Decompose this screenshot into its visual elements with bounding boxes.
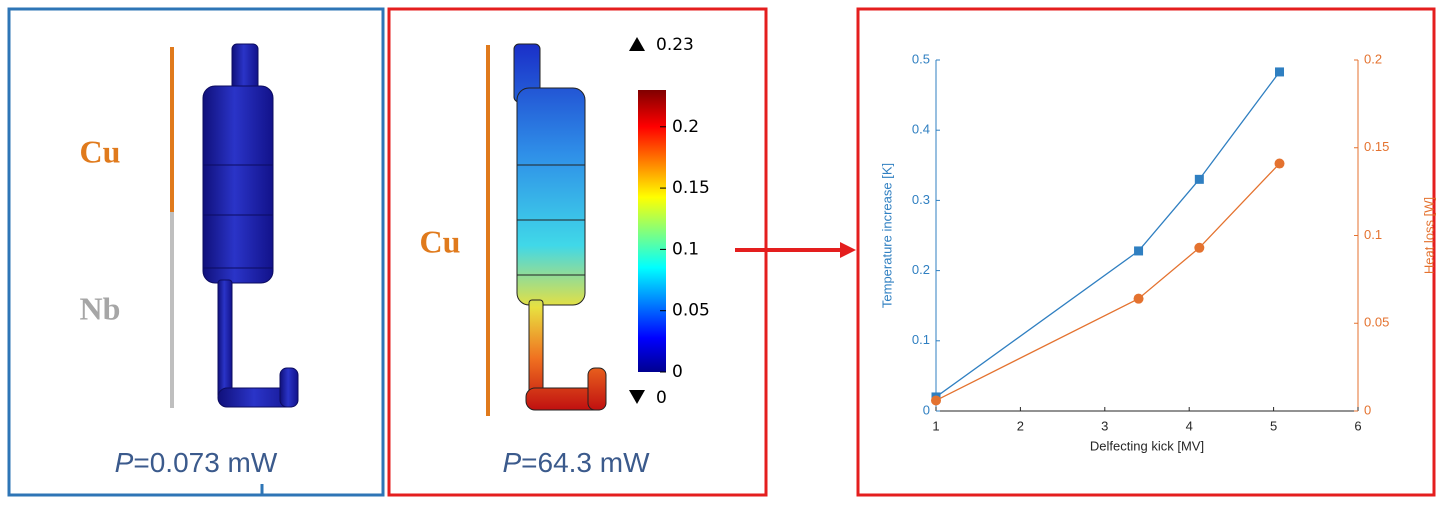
- cavity: [203, 44, 298, 407]
- power-label: P=64.3 mW: [502, 447, 650, 478]
- panel-frame: [858, 9, 1434, 495]
- point: [1275, 159, 1285, 169]
- max-marker: [629, 37, 645, 51]
- series-line: [936, 164, 1280, 401]
- material-label: Cu: [80, 133, 121, 169]
- material-label: Nb: [80, 290, 121, 326]
- arrow-head: [840, 242, 856, 258]
- y2-tick-label: 0.2: [1364, 51, 1382, 66]
- y2-tick-label: 0.1: [1364, 227, 1382, 242]
- series-line: [936, 72, 1280, 397]
- y2-axis-title: Heat loss [W]: [1421, 197, 1436, 274]
- point: [1275, 67, 1284, 76]
- x-tick-label: 3: [1101, 418, 1108, 433]
- point: [1134, 246, 1143, 255]
- panel-frame: [9, 9, 383, 495]
- y-tick-label: 0.5: [912, 51, 930, 66]
- y-tick-label: 0.1: [912, 332, 930, 347]
- colorbar-tick-label: 0: [672, 362, 683, 382]
- cavity: [514, 44, 606, 410]
- y2-tick-label: 0.15: [1364, 139, 1389, 154]
- y-tick-label: 0.2: [912, 262, 930, 277]
- y2-tick-label: 0.05: [1364, 315, 1389, 330]
- y-axis-title: Temperature increase [K]: [879, 163, 894, 308]
- y-tick-label: 0: [923, 402, 930, 417]
- figure: Cu Nb P=0.073 mW Cu 00.050.10.150.2 0.23…: [0, 0, 1441, 501]
- point: [931, 395, 941, 405]
- colorbar-tick-label: 0.05: [672, 301, 710, 321]
- x-tick-label: 2: [1017, 418, 1024, 433]
- colorbar-scale: [638, 90, 666, 372]
- x-tick-label: 1: [932, 418, 939, 433]
- y2-tick-label: 0: [1364, 402, 1371, 417]
- x-tick-label: 5: [1270, 418, 1277, 433]
- colorbar-tick-label: 0.1: [672, 239, 699, 259]
- max-label: 0.23: [656, 35, 694, 55]
- material-label: Cu: [420, 223, 461, 259]
- y-tick-label: 0.3: [912, 192, 930, 207]
- min-label: 0: [656, 388, 667, 408]
- colorbar: 0 0.05 0.1 0.15 0.2: [638, 90, 710, 382]
- colorbar-tick-label: 0.2: [672, 117, 699, 137]
- point: [1195, 175, 1204, 184]
- y-tick-label: 0.4: [912, 122, 930, 137]
- x-tick-label: 6: [1354, 418, 1361, 433]
- x-axis-title: Delfecting kick [MV]: [1090, 438, 1204, 453]
- power-label: P=0.073 mW: [115, 447, 278, 478]
- colorbar-tick-label: 0.15: [672, 178, 710, 198]
- point: [1134, 294, 1144, 304]
- point: [1194, 243, 1204, 253]
- x-tick-label: 4: [1186, 418, 1193, 433]
- min-marker: [629, 390, 645, 404]
